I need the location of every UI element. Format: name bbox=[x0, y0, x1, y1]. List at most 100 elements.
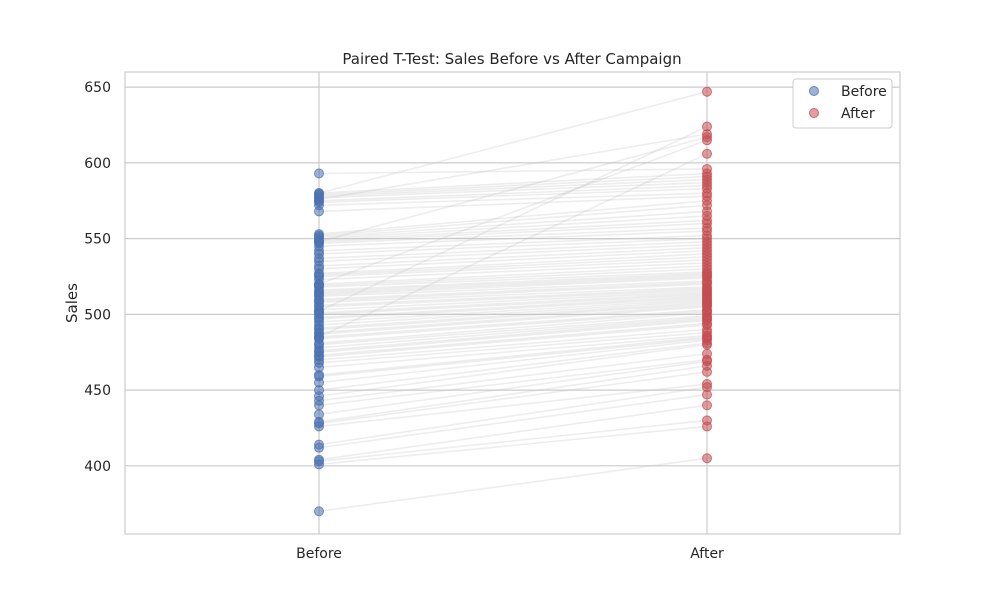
before-point bbox=[314, 236, 324, 247]
pair-connector-line bbox=[318, 234, 708, 252]
y-tick-label: 550 bbox=[84, 232, 111, 248]
pair-connector-line bbox=[318, 290, 708, 311]
y-tick-label: 500 bbox=[84, 307, 111, 323]
pair-connector-line bbox=[318, 336, 708, 376]
pair-connector-line bbox=[318, 249, 708, 270]
pair-connector-line bbox=[318, 365, 708, 423]
before-point bbox=[314, 168, 324, 179]
pair-connector-line bbox=[318, 281, 708, 301]
chart-title: Paired T-Test: Sales Before vs After Cam… bbox=[342, 50, 681, 68]
legend-label-after: After bbox=[841, 106, 875, 122]
pair-connector-line bbox=[318, 187, 708, 204]
pair-connector-line bbox=[318, 286, 708, 304]
before-point bbox=[314, 188, 324, 199]
pair-connector-line bbox=[318, 393, 708, 449]
pair-connector-line bbox=[318, 246, 708, 267]
pair-connector-line bbox=[318, 172, 708, 194]
legend-marker-before bbox=[809, 86, 819, 96]
pair-connector-line bbox=[318, 322, 708, 357]
pair-connector-line bbox=[318, 315, 708, 346]
legend: Before After bbox=[792, 78, 893, 129]
after-point bbox=[702, 400, 712, 411]
y-axis-title: Sales bbox=[63, 283, 81, 323]
pair-connector-line bbox=[318, 181, 708, 199]
legend-marker-after bbox=[809, 108, 819, 118]
pair-connector-line bbox=[318, 324, 708, 358]
pair-connector-line bbox=[318, 259, 708, 278]
tick-labels: 400 450 500 550 600 650 Before After bbox=[84, 80, 724, 562]
pair-connector-line bbox=[318, 309, 708, 338]
pair-connector-line bbox=[318, 419, 708, 463]
pair-connector-line bbox=[318, 219, 708, 241]
pair-connector-line bbox=[318, 295, 708, 319]
pair-connector-line bbox=[318, 240, 708, 260]
pair-connector-line bbox=[318, 227, 708, 244]
pair-connector-line bbox=[318, 287, 708, 307]
pair-connector-line bbox=[318, 237, 708, 255]
pair-connector-line bbox=[318, 210, 708, 238]
x-tick-label: After bbox=[690, 546, 724, 562]
pair-connector-line bbox=[318, 305, 708, 335]
pair-connector-line bbox=[318, 328, 708, 361]
pair-connector-line bbox=[318, 136, 708, 243]
pair-connector-line bbox=[318, 265, 708, 285]
pair-connector-line bbox=[318, 319, 708, 354]
pair-connector-line bbox=[318, 230, 708, 247]
pair-connector-line bbox=[318, 352, 708, 402]
pair-connector-line bbox=[318, 178, 708, 198]
pair-connector-line bbox=[318, 277, 708, 296]
pair-connector-line bbox=[318, 90, 708, 194]
pair-connector-line bbox=[318, 215, 708, 240]
y-tick-label: 650 bbox=[84, 80, 111, 96]
pair-connector-line bbox=[318, 299, 708, 326]
pair-connector-line bbox=[318, 195, 708, 213]
before-point bbox=[314, 454, 324, 465]
before-point bbox=[314, 506, 324, 517]
pair-connector-line bbox=[318, 312, 708, 344]
pair-connector-line bbox=[318, 383, 708, 428]
data-points bbox=[314, 86, 712, 517]
pair-connector-line bbox=[318, 304, 708, 334]
pair-connector-line bbox=[318, 342, 708, 391]
pair-connector-line bbox=[318, 316, 708, 349]
after-point bbox=[702, 163, 712, 174]
pair-connectors bbox=[318, 90, 708, 513]
before-point bbox=[314, 332, 324, 343]
pair-connector-line bbox=[318, 139, 708, 285]
pair-connector-line bbox=[318, 252, 708, 275]
pair-connector-line bbox=[318, 199, 708, 235]
pair-connector-line bbox=[318, 268, 708, 287]
pair-connector-line bbox=[318, 359, 708, 407]
pair-connector-line bbox=[318, 301, 708, 329]
pair-connector-line bbox=[318, 272, 708, 291]
legend-label-before: Before bbox=[841, 84, 887, 100]
pair-connector-line bbox=[318, 274, 708, 293]
pair-connector-line bbox=[318, 204, 708, 237]
pair-connector-line bbox=[318, 386, 708, 446]
pair-connector-line bbox=[318, 168, 708, 175]
pair-connector-line bbox=[318, 404, 708, 461]
pair-connector-line bbox=[318, 133, 708, 201]
pair-connector-line bbox=[318, 296, 708, 320]
pair-connector-line bbox=[318, 192, 708, 207]
pair-connector-line bbox=[318, 343, 708, 397]
pair-connector-line bbox=[318, 175, 708, 196]
pair-connector-line bbox=[318, 256, 708, 276]
pair-connector-line bbox=[318, 153, 708, 338]
pair-connector-line bbox=[318, 293, 708, 316]
pair-connector-line bbox=[318, 243, 708, 263]
pair-connector-line bbox=[318, 125, 708, 313]
y-tick-label: 600 bbox=[84, 156, 111, 172]
plot-frame bbox=[124, 71, 901, 535]
pair-connector-line bbox=[318, 318, 708, 352]
pair-connector-line bbox=[318, 371, 708, 425]
pair-connector-line bbox=[318, 360, 708, 416]
after-point bbox=[702, 453, 712, 464]
pair-connector-line bbox=[318, 222, 708, 243]
after-point bbox=[702, 148, 712, 159]
after-point bbox=[702, 348, 712, 359]
pair-connector-line bbox=[318, 337, 708, 378]
pair-connector-line bbox=[318, 457, 708, 513]
pair-connector-line bbox=[318, 425, 708, 466]
